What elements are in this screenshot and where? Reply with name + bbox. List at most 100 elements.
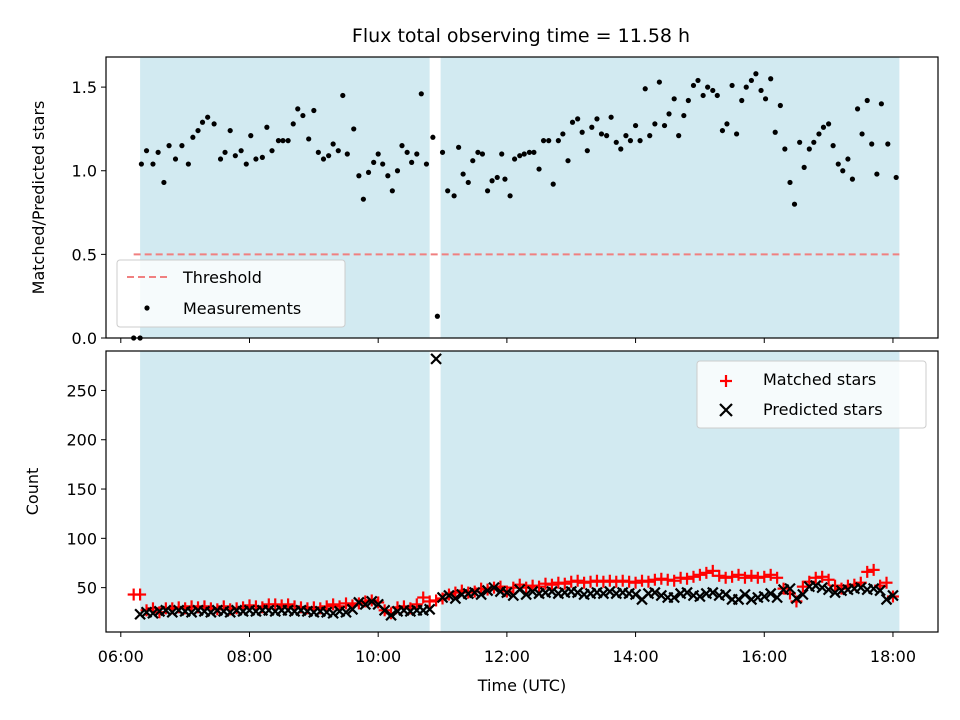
measurement-point xyxy=(816,131,822,137)
measurement-point xyxy=(423,161,430,167)
measurement-point xyxy=(526,149,532,155)
measurement-point xyxy=(344,151,350,157)
legend-measurements-label: Measurements xyxy=(183,299,301,318)
matched-star-point xyxy=(758,570,771,583)
matched-star-point xyxy=(816,570,829,583)
matched-star-point xyxy=(880,576,893,589)
count-x-ticks: 06:00 08:00 10:00 12:00 14:00 16:00 18:00 xyxy=(98,632,916,666)
matched-star-point xyxy=(282,598,295,611)
measurement-point xyxy=(666,111,672,117)
measurement-point xyxy=(555,138,561,144)
measurement-point xyxy=(456,144,462,150)
ratio-panel: 0.0 0.5 1.0 1.5 Matched/Predicted stars Thr… xyxy=(29,56,939,348)
x-tick-label: 16:00 xyxy=(741,647,787,666)
measurement-point xyxy=(269,148,275,154)
matched-star-point xyxy=(693,568,706,581)
measurement-point xyxy=(389,188,395,194)
measurement-point xyxy=(248,133,254,139)
measurement-points xyxy=(131,71,899,341)
x-tick-label: 10:00 xyxy=(355,647,401,666)
ratio-y-ticks: 0.0 0.5 1.0 1.5 xyxy=(72,78,106,348)
measurement-point xyxy=(536,166,542,172)
measurement-point xyxy=(479,151,486,157)
matched-star-point xyxy=(796,580,809,593)
measurement-point xyxy=(340,92,346,99)
observing-window-1 xyxy=(140,351,430,632)
measurement-point xyxy=(627,138,634,144)
matched-star-point xyxy=(771,571,784,584)
predicted-star-point xyxy=(468,586,481,599)
measurement-point xyxy=(489,178,495,184)
predicted-star-point xyxy=(205,606,217,619)
measurement-point xyxy=(360,196,366,202)
measurement-point xyxy=(758,87,764,94)
predicted-star-point xyxy=(790,592,803,605)
measurement-point xyxy=(371,159,377,165)
measurement-point xyxy=(869,141,875,147)
measurement-point xyxy=(777,102,783,109)
matched-star-point xyxy=(320,600,333,613)
matched-star-point xyxy=(668,574,681,587)
matched-star-point xyxy=(629,576,642,589)
predicted-star-point xyxy=(365,595,378,608)
measurement-point xyxy=(166,143,172,149)
measurement-point xyxy=(623,133,629,139)
matched-star-point xyxy=(340,597,353,610)
measurement-point xyxy=(185,161,191,167)
matched-star-point xyxy=(134,588,147,601)
measurement-point xyxy=(150,161,156,167)
measurement-point xyxy=(172,156,179,162)
measurement-point xyxy=(560,131,566,137)
predicted-star-point xyxy=(340,606,352,619)
measurement-point xyxy=(874,171,880,177)
x-axis-label: Time (UTC) xyxy=(477,676,566,695)
predicted-star-point xyxy=(436,591,449,604)
measurement-point xyxy=(569,119,576,125)
predicted-star-point xyxy=(822,583,835,596)
legend-measurements-swatch xyxy=(144,305,150,311)
predicted-star-point xyxy=(707,586,719,599)
measurement-point xyxy=(710,87,716,94)
measurement-point xyxy=(451,193,457,199)
measurement-point xyxy=(179,143,185,149)
measurement-point xyxy=(409,159,415,165)
measurement-point xyxy=(507,193,513,199)
measurement-point xyxy=(243,161,249,167)
measurement-point xyxy=(797,139,803,145)
measurement-point xyxy=(739,97,745,104)
measurement-point xyxy=(199,119,206,125)
measurement-point xyxy=(806,146,812,152)
predicted-star-point xyxy=(134,608,146,621)
measurement-point xyxy=(705,84,711,90)
matched-star-point xyxy=(681,572,694,585)
measurement-point xyxy=(155,149,161,155)
measurement-point xyxy=(143,148,150,154)
measurement-point xyxy=(893,174,899,181)
measurement-point xyxy=(311,107,317,114)
predicted-star-point xyxy=(488,581,500,594)
matched-star-point xyxy=(545,578,558,591)
measurement-point xyxy=(878,101,884,107)
measurement-point xyxy=(205,114,211,120)
legend-predicted-label: Predicted stars xyxy=(763,400,883,419)
observing-window-2 xyxy=(440,57,900,338)
measurement-point xyxy=(714,92,720,99)
measurement-point xyxy=(632,122,639,129)
measurement-point xyxy=(465,179,471,186)
measurement-point xyxy=(365,169,372,176)
chart-title: Flux total observing time = 11.58 h xyxy=(352,25,690,47)
measurement-point xyxy=(690,82,697,89)
count-y-ticks: 50 100 150 200 250 xyxy=(66,381,106,598)
predicted-star-point xyxy=(475,588,487,601)
measurement-point xyxy=(326,153,332,159)
predicted-star-point xyxy=(829,586,841,599)
measurement-point xyxy=(700,92,706,99)
count-legend: Matched stars Predicted stars xyxy=(696,360,927,429)
measurement-point xyxy=(724,121,730,127)
measurement-point xyxy=(719,127,726,134)
predicted-star-point xyxy=(327,607,339,620)
measurement-point xyxy=(656,79,662,85)
measurement-point xyxy=(445,188,451,194)
legend-matched-swatch xyxy=(720,375,732,387)
